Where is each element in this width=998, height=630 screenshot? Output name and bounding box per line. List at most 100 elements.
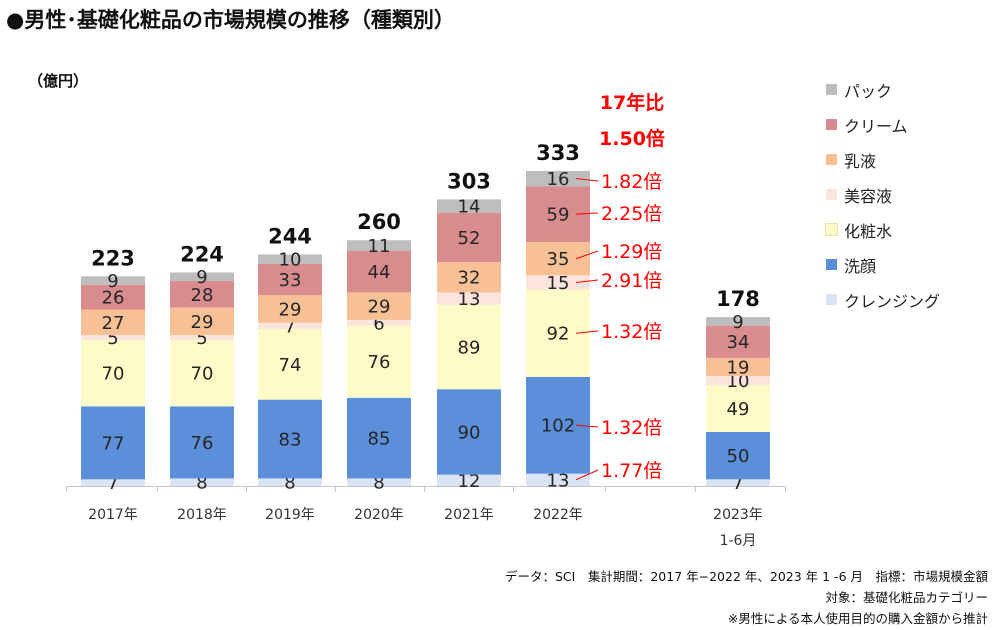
data-label: 10 xyxy=(279,250,302,271)
data-label: 29 xyxy=(191,312,214,333)
x-tick-sublabel: 1-6月 xyxy=(720,533,757,549)
legend-swatch xyxy=(826,259,837,270)
data-label: 74 xyxy=(279,355,302,376)
data-label: 32 xyxy=(458,268,481,289)
bar-segment xyxy=(170,272,234,282)
note-estimate: ※男性による本人使用目的の購入金額から推計 xyxy=(727,611,988,626)
data-label: 70 xyxy=(102,364,125,385)
bar-segment xyxy=(706,325,770,358)
bar-segment xyxy=(526,242,590,276)
ratio-leader-line xyxy=(575,424,599,428)
data-label: 44 xyxy=(368,262,391,283)
total-label: 178 xyxy=(716,287,760,311)
data-label: 8 xyxy=(373,473,384,494)
bar-segment xyxy=(81,479,145,486)
data-label: 70 xyxy=(191,364,214,385)
data-label: 7 xyxy=(107,473,118,494)
bar-segment xyxy=(347,478,411,486)
data-label: 29 xyxy=(368,297,391,318)
x-tick-label: 2023年 xyxy=(713,507,763,523)
total-label: 244 xyxy=(268,224,312,248)
data-label: 76 xyxy=(191,433,214,454)
bar-segment xyxy=(258,263,322,296)
data-label: 9 xyxy=(196,267,207,288)
ratio-label: 1.77倍 xyxy=(601,460,662,482)
legend-swatch xyxy=(825,223,838,236)
bar-segment xyxy=(258,399,322,479)
data-label: 11 xyxy=(368,236,391,257)
data-label: 13 xyxy=(547,470,570,491)
data-label: 29 xyxy=(279,300,302,321)
bar-segment xyxy=(81,406,145,480)
data-label: 16 xyxy=(547,169,570,190)
legend-label: クレンジング xyxy=(844,292,941,311)
bar-segment xyxy=(258,329,322,400)
data-label: 9 xyxy=(732,312,743,333)
data-label: 49 xyxy=(727,399,750,420)
bar-segment xyxy=(437,292,501,305)
bar-segment xyxy=(170,335,234,340)
data-label: 85 xyxy=(368,429,391,450)
data-label: 50 xyxy=(727,446,750,467)
ratio-leader-line xyxy=(575,250,599,260)
data-label: 8 xyxy=(196,473,207,494)
bar-segment xyxy=(81,335,145,340)
data-label: 19 xyxy=(727,357,750,378)
x-tick-label: 2022年 xyxy=(533,507,583,523)
ratio-label: 1.32倍 xyxy=(601,417,662,439)
bar-segment xyxy=(81,309,145,336)
data-label: 9 xyxy=(107,271,118,292)
bar-segment xyxy=(81,284,145,310)
data-label: 92 xyxy=(547,324,570,345)
ratio-label: 1.32倍 xyxy=(601,321,662,343)
legend-label: 洗顔 xyxy=(844,257,877,276)
data-label: 10 xyxy=(727,371,750,392)
ratio-header-value: 1.50倍 xyxy=(599,127,665,150)
ratio-leader-line xyxy=(575,469,599,481)
bar-segment xyxy=(170,307,234,336)
bar-segment xyxy=(347,250,411,293)
bar-segment xyxy=(706,375,770,386)
data-label: 27 xyxy=(102,313,125,334)
bar-segment xyxy=(526,170,590,187)
bar-segment xyxy=(170,281,234,308)
data-label: 7 xyxy=(732,473,743,494)
bar-segment xyxy=(347,325,411,398)
bar-segment xyxy=(258,478,322,486)
note-source: データ：SCI 集計期間：2017 年−2022 年、2023 年 1 -6 月… xyxy=(504,569,988,584)
legend-swatch xyxy=(826,154,837,165)
bar-segment xyxy=(437,474,501,486)
ratio-label: 1.82倍 xyxy=(601,171,662,193)
data-label: 12 xyxy=(458,471,481,492)
bar-segment xyxy=(437,262,501,293)
bar-segment xyxy=(170,406,234,479)
bar-segment xyxy=(258,322,322,330)
data-label: 5 xyxy=(196,328,207,349)
bar-segment xyxy=(526,473,590,486)
total-label: 333 xyxy=(536,141,580,165)
bar-segment xyxy=(258,254,322,264)
total-label: 303 xyxy=(447,169,491,193)
bar-segment xyxy=(706,479,770,486)
x-tick-label: 2019年 xyxy=(265,507,315,523)
ratio-label: 1.29倍 xyxy=(601,241,662,263)
data-label: 13 xyxy=(458,289,481,310)
bar-segment xyxy=(170,478,234,486)
ratio-leader-line xyxy=(575,279,599,283)
bar-segment xyxy=(347,397,411,479)
data-label: 7 xyxy=(284,317,295,338)
data-label: 6 xyxy=(373,313,384,334)
legend-label: パック xyxy=(844,82,893,101)
data-label: 83 xyxy=(279,430,302,451)
bar-segment xyxy=(258,295,322,323)
data-label: 90 xyxy=(458,422,481,443)
data-label: 76 xyxy=(368,352,391,373)
bar-segment xyxy=(706,357,770,376)
ratio-leader-line xyxy=(575,330,599,334)
note-target: 対象：基礎化粧品カテゴリー xyxy=(825,590,988,605)
legend-swatch xyxy=(826,84,837,95)
data-label: 59 xyxy=(547,205,570,226)
legend-label: 化粧水 xyxy=(844,222,893,241)
data-label: 8 xyxy=(284,473,295,494)
